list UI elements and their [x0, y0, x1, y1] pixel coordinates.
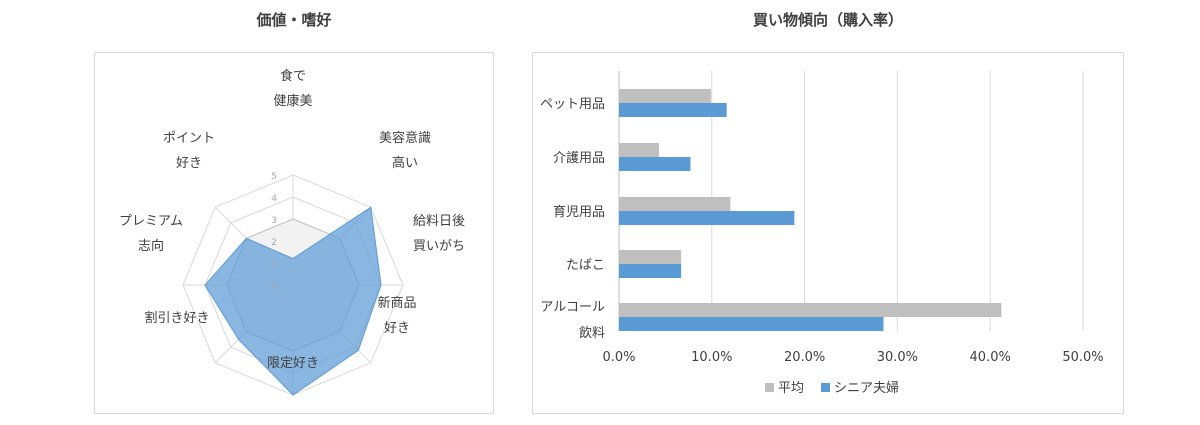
legend-label: シニア夫婦 [834, 380, 899, 396]
bar-average [619, 143, 659, 157]
bar-x-tick-label: 30.0% [877, 350, 918, 365]
radar-axis-label: 新商品好き [377, 295, 416, 336]
radar-axis-label: プレミアム志向 [119, 214, 183, 254]
radar-series-area [204, 206, 382, 396]
radar-scale-tick: 1 [271, 260, 277, 270]
bar-average [619, 250, 682, 264]
legend-swatch [765, 383, 774, 392]
legend-swatch [821, 383, 830, 392]
bar-senior-couple [619, 103, 727, 117]
bar-senior-couple [619, 264, 682, 278]
bar-category-label: 育児用品 [553, 204, 605, 220]
bar-senior-couple [619, 157, 691, 171]
radar-axis-label: 限定好き [267, 356, 319, 371]
radar-scale-tick: 5 [271, 172, 277, 182]
bar-x-tick-label: 40.0% [970, 350, 1011, 365]
bar-x-tick-label: 20.0% [784, 350, 825, 365]
radar-scale-tick: 4 [271, 194, 277, 204]
radar-chart-panel: 0 1 2 3 4 5 食で健康美美容意識高い給料日後買いがち新商品好き限定好き 割引き好き プ… [94, 52, 494, 414]
legend-label: 平均 [778, 381, 804, 396]
bar-chart-panel: 0.0% 10.0% 20.0% 30.0% 40.0% 50.0% ペット用品介護用品育児… [532, 52, 1124, 414]
bar-average [619, 197, 731, 211]
radar-chart-title: 価値・嗜好 [256, 11, 332, 29]
bar-category-label: たばこ [566, 258, 605, 273]
bar-x-tick-label: 0.0% [602, 350, 635, 365]
radar-scale-tick: 0 [271, 282, 277, 292]
bar-average [619, 89, 711, 103]
bar-x-tick-label: 50.0% [1062, 350, 1103, 365]
radar-axis-label: 食で健康美 [273, 68, 312, 109]
bar-chart: 0.0% 10.0% 20.0% 30.0% 40.0% 50.0% ペット用品介護用品育児… [540, 71, 1104, 396]
radar-axis-label: 美容意識高い [379, 130, 431, 171]
bar-senior-couple [619, 211, 795, 225]
radar-axis-label: 割引き好き [144, 310, 209, 326]
radar-axis-label: 給料日後買いがち [413, 214, 465, 254]
bar-senior-couple [619, 317, 884, 331]
radar-scale-tick: 2 [271, 238, 277, 248]
bar-average [619, 303, 1002, 317]
bar-category-label: アルコール飲料 [540, 300, 605, 341]
radar-axis-label: ポイント好き [163, 131, 215, 171]
radar-scale-tick: 3 [271, 216, 277, 226]
bar-category-label: 介護用品 [553, 150, 605, 166]
bar-x-tick-label: 10.0% [691, 350, 732, 365]
bar-category-label: ペット用品 [540, 97, 605, 112]
bar-chart-title: 買い物傾向（購入率） [752, 11, 903, 29]
